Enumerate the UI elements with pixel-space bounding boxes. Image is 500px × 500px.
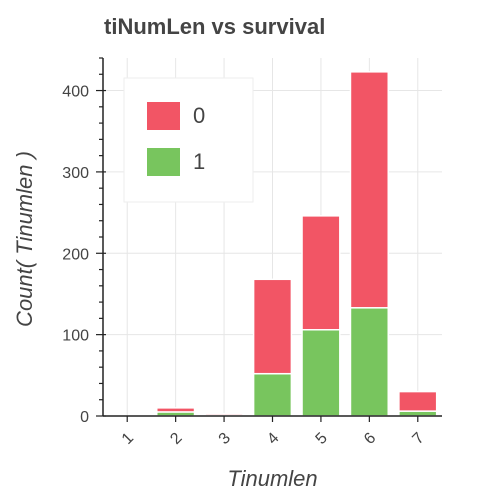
y-axis-label: Count( Tinumlen ) — [12, 151, 37, 327]
axes — [96, 57, 442, 422]
chart-title: tiNumLen vs survival — [104, 14, 326, 39]
bar-1-6 — [349, 307, 389, 417]
x-tick-label: 1 — [119, 430, 137, 448]
x-tick-label: 4 — [264, 430, 282, 448]
legend-label-0: 0 — [193, 103, 205, 128]
legend: 01 — [123, 77, 254, 203]
bar-0-4 — [252, 278, 293, 375]
x-tick-label: 3 — [216, 430, 234, 448]
legend-swatch-0 — [147, 102, 180, 130]
y-tick-label: 0 — [80, 409, 89, 426]
x-tick-label: 2 — [167, 430, 185, 448]
y-tick-label: 200 — [62, 246, 89, 263]
y-tick-label: 100 — [62, 328, 89, 345]
bar-1-5 — [301, 329, 341, 417]
bar-0-2 — [156, 407, 196, 413]
legend-box — [123, 77, 254, 203]
bar-0-6 — [349, 71, 389, 309]
legend-label-1: 1 — [193, 149, 205, 174]
legend-swatch-1 — [147, 148, 180, 176]
x-tick-label: 5 — [313, 430, 331, 448]
x-tick-label: 7 — [409, 430, 427, 448]
bar-1-4 — [252, 372, 293, 417]
y-tick-label: 400 — [62, 84, 89, 101]
bar-0-5 — [301, 215, 341, 331]
x-axis-label: Tinumlen — [227, 466, 317, 491]
bars — [156, 71, 438, 417]
bar-0-7 — [398, 390, 438, 412]
bar-0-3 — [204, 412, 244, 416]
x-tick-label: 6 — [361, 430, 379, 448]
y-tick-label: 300 — [62, 165, 89, 182]
